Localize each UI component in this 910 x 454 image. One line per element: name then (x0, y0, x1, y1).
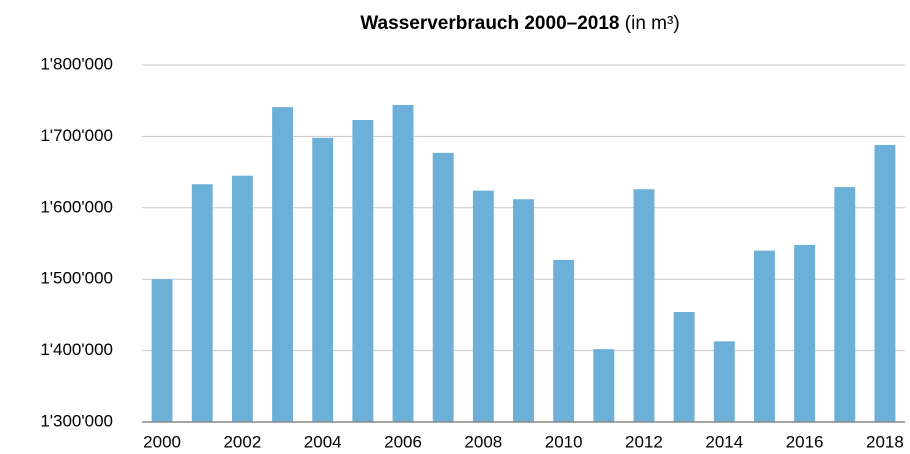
x-tick-label: 2006 (384, 432, 422, 451)
bar (151, 279, 173, 422)
y-tick-label: 1'800'000 (40, 54, 113, 73)
bar (272, 107, 293, 422)
bar (312, 137, 334, 422)
bar (553, 259, 575, 422)
bar (593, 349, 615, 422)
title-main: Wasserverbrauch 2000–2018 (360, 13, 619, 34)
y-tick-label: 1'400'000 (40, 340, 113, 359)
bar (633, 189, 655, 422)
bar (392, 104, 414, 422)
bar (874, 144, 896, 422)
bar (513, 199, 534, 422)
x-tick-label: 2014 (705, 432, 743, 451)
y-tick-label: 1'300'000 (40, 411, 113, 430)
bar (754, 250, 775, 422)
x-tick-label: 2012 (625, 432, 663, 451)
bar (472, 190, 494, 422)
x-tick-label: 2018 (866, 432, 904, 451)
bar (713, 341, 735, 422)
bar (673, 312, 695, 422)
bar (834, 187, 856, 422)
x-tick-label: 2002 (223, 432, 261, 451)
y-tick-label: 1'600'000 (40, 197, 113, 216)
x-tick-label: 2008 (464, 432, 502, 451)
chart-title: Wasserverbrauch 2000–2018 (in m³) (360, 13, 679, 34)
y-tick-label: 1'700'000 (40, 126, 113, 145)
bar (191, 184, 213, 422)
bar (432, 152, 454, 422)
bar (794, 244, 816, 422)
x-tick-label: 2004 (304, 432, 342, 451)
x-tick-label: 2016 (786, 432, 824, 451)
x-tick-label: 2000 (143, 432, 181, 451)
y-tick-label: 1'500'000 (40, 269, 113, 288)
bar (352, 119, 374, 422)
title-unit: (in m³) (625, 13, 680, 34)
bar (231, 175, 253, 422)
x-tick-label: 2010 (545, 432, 583, 451)
